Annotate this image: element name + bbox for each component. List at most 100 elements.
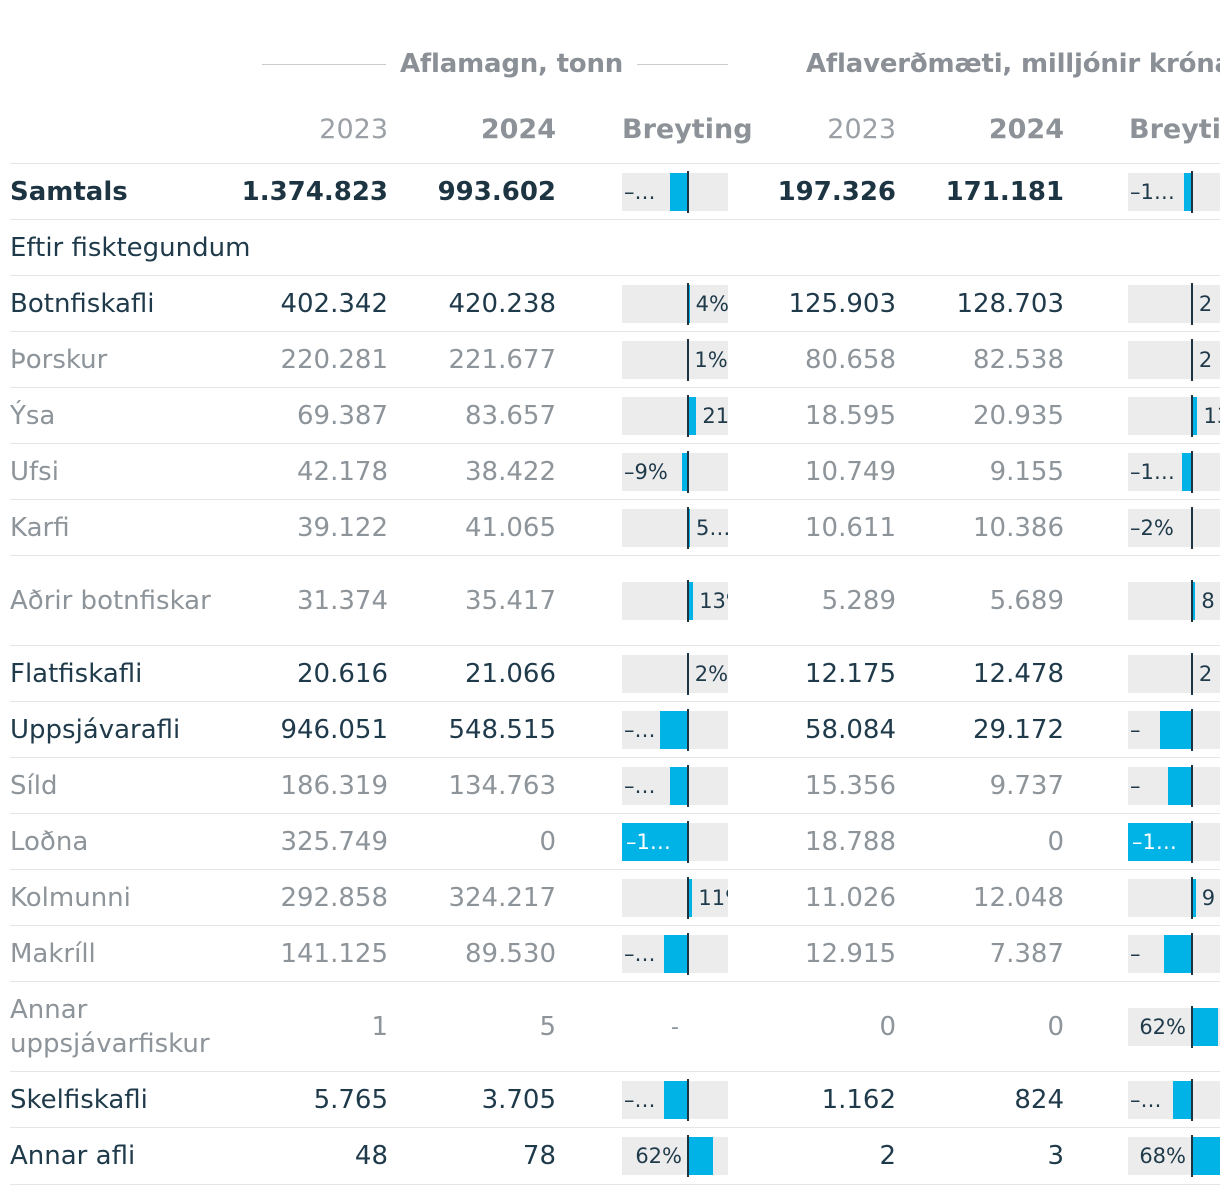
group-header-aflamagn: Aflamagn, tonn (262, 42, 728, 86)
value-v2024: 9.737 (989, 771, 1064, 801)
change-label: 2 (1198, 292, 1213, 316)
value-t2023: 402.342 (280, 289, 388, 319)
section-row: Eftir fisktegundum (10, 219, 1220, 276)
value-v2024: 12.048 (973, 883, 1064, 913)
bar-track (1128, 341, 1220, 379)
table-row: Kolmunni 292.858 324.217 11.026 12.048 11% 9 (10, 869, 1220, 926)
change-label: – (1130, 942, 1141, 966)
change-bar-verdmaeti: 8 (1128, 580, 1220, 622)
bar-track (1128, 397, 1220, 435)
value-v2023: 58.084 (805, 715, 896, 745)
value-v2023: 10.611 (805, 513, 896, 543)
bar-track (1128, 285, 1220, 323)
table-row: Uppsjávarafli 946.051 548.515 58.084 29.172 –… (10, 701, 1220, 758)
bar-track (622, 879, 728, 917)
value-v2024: 7.387 (989, 939, 1064, 969)
value-v2024: 3 (1047, 1141, 1064, 1171)
row-label: Ufsi (10, 457, 59, 487)
change-label: 13% (699, 589, 728, 613)
table-row: Skelfiskafli 5.765 3.705 1.162 824 –… –… (10, 1071, 1220, 1128)
col-header-verdmaeti-2023: 2023 (827, 114, 896, 145)
bar-fill (1192, 879, 1196, 917)
value-t2023: 141.125 (280, 939, 388, 969)
bar-zero-axis (1191, 877, 1193, 919)
bar-fill (669, 173, 688, 211)
row-label: Botnfiskafli (10, 289, 155, 319)
table-row: Botnfiskafli 402.342 420.238 125.903 128.703… (10, 275, 1220, 332)
change-bar-tonn: –… (622, 1079, 728, 1121)
bar-track (1128, 453, 1220, 491)
bar-fill (688, 397, 697, 435)
bar-zero-axis (687, 283, 689, 325)
value-t2023: 325.749 (280, 827, 388, 857)
value-t2024: 5 (539, 1012, 556, 1042)
value-v2024: 29.172 (973, 715, 1064, 745)
group-header-aflaverdmaeti: Aflaverðmæti, milljónir króna (792, 42, 1220, 86)
value-t2024: 993.602 (437, 177, 556, 207)
change-bar-tonn: –1… (622, 821, 728, 863)
change-bar-tonn: 1% (622, 339, 728, 381)
change-label: 5… (696, 516, 728, 540)
value-v2023: 12.175 (805, 659, 896, 689)
bar-track (1128, 582, 1220, 620)
value-v2023: 2 (879, 1141, 896, 1171)
row-label: Annar uppsjávarfiskur (10, 995, 210, 1059)
bar-zero-axis (687, 1135, 689, 1177)
row-label: Karfi (10, 513, 70, 543)
value-t2023: 42.178 (297, 457, 388, 487)
table-row: Flatfiskafli 20.616 21.066 12.175 12.478 2% 2 (10, 645, 1220, 702)
bar-zero-axis (1191, 1135, 1193, 1177)
table-row: Þorskur 220.281 221.677 80.658 82.538 1% 2 (10, 331, 1220, 388)
row-label: Aðrir botnfiskar (10, 586, 211, 616)
value-t2023: 48 (354, 1141, 388, 1171)
bar-fill (660, 711, 688, 749)
change-label: –9% (624, 460, 668, 484)
change-label: –… (624, 180, 656, 204)
value-t2023: 20.616 (297, 659, 388, 689)
row-label: Síld (10, 771, 58, 801)
change-label: 62% (1139, 1015, 1186, 1039)
change-label: –1… (1130, 180, 1175, 204)
table-row: Makríll 141.125 89.530 12.915 7.387 –… – (10, 925, 1220, 982)
value-v2024: 12.478 (973, 659, 1064, 689)
bar-fill (1182, 453, 1192, 491)
bar-fill (688, 879, 693, 917)
table-row: Annar uppsjávarfiskur 1 5 0 0 - 62% (10, 981, 1220, 1072)
bar-track (1128, 879, 1220, 917)
value-v2023: 80.658 (805, 345, 896, 375)
bar-zero-axis (687, 933, 689, 975)
value-t2024: 324.217 (448, 883, 556, 913)
bar-zero-axis (1191, 933, 1193, 975)
change-bar-tonn: 13% (622, 580, 728, 622)
bar-track (622, 582, 728, 620)
change-label: –1… (626, 830, 671, 854)
table-row: Ýsa 69.387 83.657 18.595 20.935 21% 13% (10, 387, 1220, 444)
col-header-tonn-2024: 2024 (480, 114, 556, 145)
bar-zero-axis (1191, 1079, 1193, 1121)
bar-zero-axis (1191, 709, 1193, 751)
value-t2024: 41.065 (465, 513, 556, 543)
change-bar-tonn: 5… (622, 507, 728, 549)
change-bar-verdmaeti: 62% (1128, 1006, 1220, 1048)
change-label: –… (624, 942, 656, 966)
change-label: 8 (1201, 589, 1215, 613)
change-bar-verdmaeti: – (1128, 709, 1220, 751)
bar-zero-axis (687, 339, 689, 381)
value-t2024: 21.066 (465, 659, 556, 689)
bar-fill (1160, 711, 1192, 749)
value-t2024: 35.417 (465, 586, 556, 616)
group-title-aflaverdmaeti: Aflaverðmæti, milljónir króna (806, 49, 1220, 79)
value-t2023: 1 (371, 1012, 388, 1042)
change-label: 2% (694, 662, 728, 686)
value-t2023: 69.387 (297, 401, 388, 431)
row-label: Skelfiskafli (10, 1085, 148, 1115)
col-header-verdmaeti-breyting: Breyting (1129, 114, 1220, 145)
bar-track (1128, 509, 1220, 547)
bar-fill (622, 823, 688, 861)
bar-zero-axis (687, 821, 689, 863)
value-t2023: 5.765 (313, 1085, 388, 1115)
change-label: –1… (1130, 460, 1175, 484)
change-bar-verdmaeti: 13% (1128, 395, 1220, 437)
change-bar-verdmaeti: 2 (1128, 339, 1220, 381)
value-v2024: 0 (1047, 1012, 1064, 1042)
